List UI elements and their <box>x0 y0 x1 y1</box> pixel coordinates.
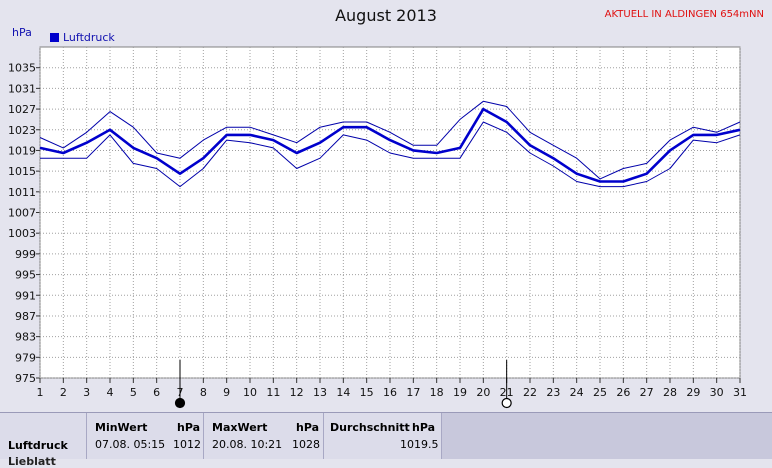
legend-swatch-luftdruck <box>50 33 59 42</box>
x-tick-label: 31 <box>733 386 747 399</box>
y-tick-label: 1003 <box>8 227 36 240</box>
stats-max-cell: MaxWert hPa 20.08. 10:21 1028 <box>204 413 324 459</box>
y-tick-label: 1035 <box>8 62 36 75</box>
x-tick-label: 29 <box>686 386 700 399</box>
stats-row-label: Luftdruck <box>8 439 68 452</box>
avg-header: Durchschnitt <box>330 421 410 434</box>
y-tick-label: 1027 <box>8 103 36 116</box>
min-time: 07.08. 05:15 <box>95 438 166 451</box>
y-tick-label: 999 <box>15 248 36 261</box>
x-tick-label: 11 <box>266 386 280 399</box>
y-tick-label: 1015 <box>8 165 36 178</box>
x-tick-label: 30 <box>710 386 724 399</box>
series-line-min <box>40 121 741 188</box>
min-header: MinWert <box>95 421 148 434</box>
line-chart: 9759799839879919959991003100710111015101… <box>8 46 747 409</box>
x-tick-label: 26 <box>616 386 630 399</box>
x-tick-label: 28 <box>663 386 677 399</box>
x-tick-label: 6 <box>153 386 160 399</box>
x-tick-label: 23 <box>546 386 560 399</box>
x-tick-label: 3 <box>83 386 90 399</box>
x-tick-label: 20 <box>476 386 490 399</box>
x-tick-label: 12 <box>290 386 304 399</box>
y-tick-label: 1007 <box>8 207 36 220</box>
y-tick-label: 1011 <box>8 186 36 199</box>
x-tick-label: 8 <box>200 386 207 399</box>
stats-panel: Luftdruck Lieblatt MinWert hPa 07.08. 05… <box>0 412 772 468</box>
y-tick-label: 1031 <box>8 82 36 95</box>
x-tick-label: 9 <box>223 386 230 399</box>
x-tick-label: 14 <box>336 386 350 399</box>
x-tick-label: 10 <box>243 386 257 399</box>
y-tick-label: 995 <box>15 269 36 282</box>
x-tick-label: 16 <box>383 386 397 399</box>
y-tick-label: 1023 <box>8 124 36 137</box>
series-line-mean <box>39 107 741 183</box>
legend: Luftdruck <box>50 31 115 44</box>
max-value: 1028 <box>292 438 320 451</box>
y-tick-label: 975 <box>15 372 36 385</box>
min-value: 1012 <box>173 438 201 451</box>
avg-unit: hPa <box>412 421 436 434</box>
max-header: MaxWert <box>212 421 268 434</box>
y-tick-label: 991 <box>15 289 36 302</box>
new-moon-icon <box>174 397 186 409</box>
x-tick-label: 19 <box>453 386 467 399</box>
x-tick-label: 25 <box>593 386 607 399</box>
x-tick-label: 24 <box>570 386 584 399</box>
stats-avg-cell: Durchschnitt hPa 1019.5 <box>324 413 442 459</box>
page: August 2013 AKTUELL IN ALDINGEN 654mNN h… <box>0 6 772 468</box>
max-time: 20.08. 10:21 <box>212 438 283 451</box>
x-tick-label: 4 <box>107 386 114 399</box>
avg-value: 1019.5 <box>400 438 439 451</box>
full-moon-icon <box>501 397 512 409</box>
chart-title: August 2013 <box>335 6 437 25</box>
x-tick-label: 5 <box>130 386 137 399</box>
stats-row-label-cell: Luftdruck Lieblatt <box>0 413 87 468</box>
legend-label-luftdruck: Luftdruck <box>63 31 115 44</box>
x-tick-label: 17 <box>406 386 420 399</box>
series-line-max <box>39 100 741 180</box>
x-tick-label: 1 <box>37 386 44 399</box>
stats-row-label-2: Lieblatt <box>8 455 56 468</box>
x-tick-label: 22 <box>523 386 537 399</box>
x-tick-label: 27 <box>640 386 654 399</box>
min-unit: hPa <box>177 421 201 434</box>
stats-min-cell: MinWert hPa 07.08. 05:15 1012 <box>87 413 204 459</box>
x-tick-label: 15 <box>360 386 374 399</box>
y-tick-label: 983 <box>15 331 36 344</box>
station-label: AKTUELL IN ALDINGEN 654mNN <box>604 9 764 20</box>
y-tick-label: 987 <box>15 310 36 323</box>
x-tick-label: 18 <box>430 386 444 399</box>
x-tick-label: 13 <box>313 386 327 399</box>
y-axis-unit-label: hPa <box>12 26 32 39</box>
y-tick-label: 979 <box>15 351 36 364</box>
max-unit: hPa <box>296 421 320 434</box>
x-tick-label: 2 <box>60 386 67 399</box>
y-tick-label: 1019 <box>8 144 36 157</box>
